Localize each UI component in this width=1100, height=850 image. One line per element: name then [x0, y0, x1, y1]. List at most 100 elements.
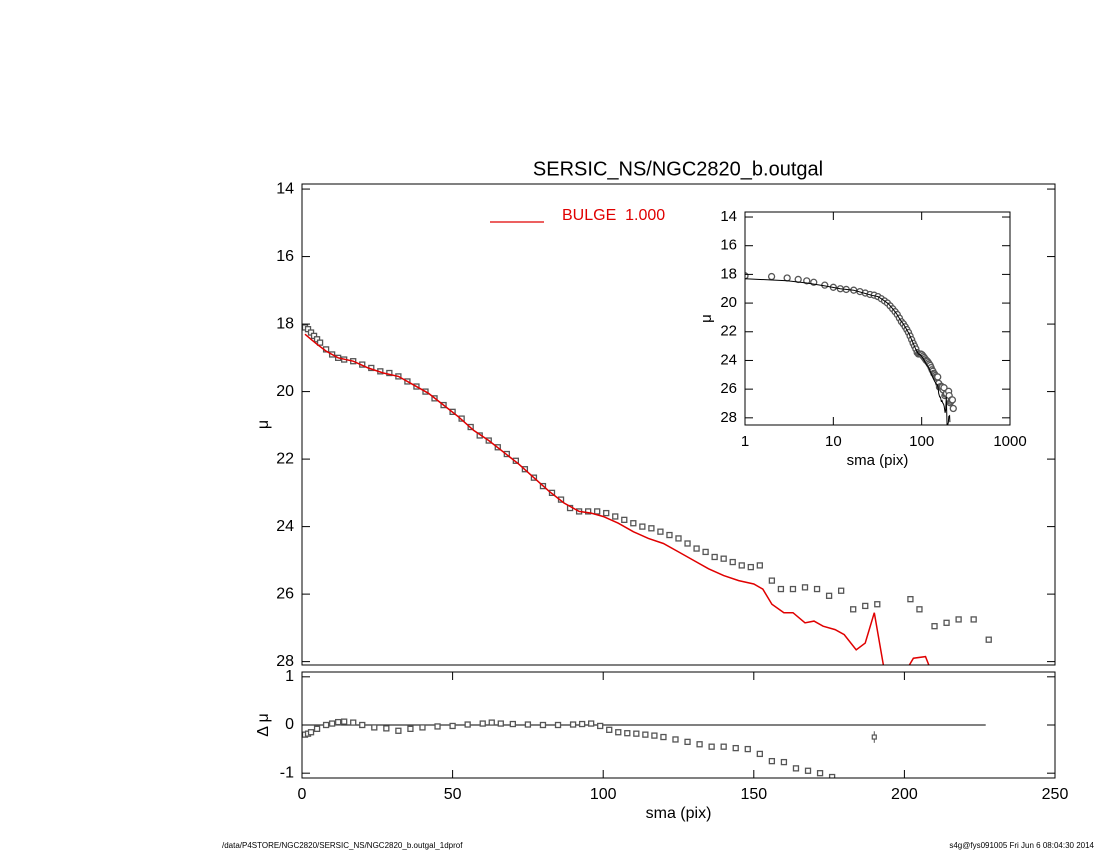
data-point	[874, 601, 881, 608]
y-axis-label: μ	[255, 420, 272, 429]
data-point	[371, 724, 378, 731]
data-point	[916, 606, 923, 613]
data-point	[756, 562, 763, 569]
data-point	[612, 513, 619, 520]
data-point	[693, 545, 700, 552]
data-point	[350, 719, 357, 726]
data-point	[615, 729, 622, 736]
data-point	[539, 721, 547, 729]
data-point	[334, 718, 342, 726]
y-tick-label: 28	[720, 409, 737, 426]
data-point	[488, 719, 495, 726]
inset-bg	[745, 212, 1010, 425]
data-point	[931, 623, 938, 630]
data-point	[816, 770, 824, 777]
y-tick-label: 28	[276, 653, 294, 670]
x-tick-label: 100	[590, 786, 617, 803]
y-tick-label: 22	[720, 323, 737, 340]
y-axis-label: Δ μ	[255, 713, 272, 736]
data-point	[449, 722, 456, 730]
y-tick-label: -1	[280, 764, 294, 781]
x-tick-label: 1000	[993, 433, 1026, 450]
data-point	[569, 721, 577, 728]
data-point	[837, 587, 845, 594]
chart-title: SERSIC_NS/NGC2820_b.outgal	[533, 158, 823, 180]
data-point	[666, 531, 673, 539]
plot-area	[302, 324, 992, 665]
plot-area	[302, 718, 986, 778]
data-point	[985, 636, 992, 643]
legend-label: BULGE 1.000	[562, 207, 665, 224]
data-point	[850, 606, 857, 613]
footer-right: s4g@fys091005 Fri Jun 6 08:04:30 2014	[949, 841, 1094, 850]
data-point	[711, 553, 718, 561]
data-point	[512, 457, 520, 464]
data-point	[578, 720, 586, 728]
data-point	[648, 525, 655, 532]
data-point	[720, 743, 727, 750]
data-point	[783, 274, 791, 282]
y-tick-label: 14	[276, 180, 294, 197]
data-point	[768, 757, 776, 765]
data-point	[720, 555, 727, 562]
frame	[744, 211, 1011, 426]
data-point	[434, 723, 441, 730]
data-point	[524, 721, 532, 728]
data-point	[804, 767, 812, 774]
data-point	[828, 773, 836, 778]
data-point	[948, 396, 957, 404]
model-line	[304, 333, 930, 665]
data-point	[554, 721, 562, 729]
data-point	[696, 741, 703, 748]
data-point	[767, 272, 776, 281]
x-tick-label: 200	[891, 786, 918, 803]
data-point	[386, 369, 393, 377]
data-point	[639, 523, 646, 530]
frame	[301, 183, 1056, 666]
y-tick-label: 24	[720, 351, 737, 368]
data-point	[813, 585, 821, 593]
y-tick-label: 0	[285, 716, 294, 733]
data-point	[729, 558, 736, 566]
data-point	[675, 535, 682, 542]
data-point	[621, 516, 628, 524]
data-point	[708, 743, 715, 750]
plot-area	[745, 272, 957, 425]
data-point	[395, 727, 402, 734]
y-tick-label: 22	[276, 450, 294, 467]
y-tick-label: 16	[276, 248, 294, 265]
y-tick-label: 18	[276, 315, 294, 332]
x-tick-label: 0	[298, 786, 307, 803]
x-tick-label: 150	[740, 786, 767, 803]
data-point	[789, 585, 797, 593]
data-point	[732, 744, 739, 752]
y-tick-label: 26	[276, 585, 294, 602]
data-point	[359, 721, 366, 729]
data-point	[606, 726, 613, 733]
data-point	[328, 720, 336, 727]
data-point	[825, 592, 833, 599]
x-tick-label: 100	[909, 433, 934, 450]
data-point	[780, 758, 788, 766]
y-tick-label: 26	[720, 380, 737, 397]
x-tick-label: 50	[444, 786, 462, 803]
data-point	[383, 725, 390, 732]
data-point	[747, 563, 754, 571]
data-point	[307, 729, 315, 736]
y-tick-label: 20	[720, 294, 737, 311]
y-tick-label: 20	[276, 383, 294, 400]
data-point	[949, 404, 957, 413]
data-point	[777, 585, 785, 593]
data-point	[702, 548, 709, 556]
data-point	[479, 720, 486, 727]
data-point	[955, 616, 962, 623]
data-point	[871, 734, 877, 740]
data-point	[801, 584, 809, 591]
data-point	[633, 730, 640, 737]
data-point	[657, 528, 664, 535]
data-point	[316, 339, 324, 346]
data-point	[407, 725, 414, 733]
data-point	[943, 619, 950, 626]
